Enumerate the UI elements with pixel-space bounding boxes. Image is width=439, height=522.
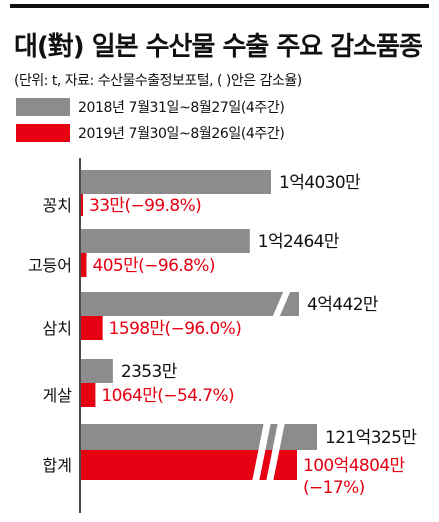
value-label-2019: 100억4804만: [303, 456, 406, 476]
value-label-2018: 1억4030만: [279, 173, 361, 193]
value-label-2018: 2353만: [121, 362, 178, 382]
bar-2019: [81, 253, 87, 277]
category-label: 합계: [43, 456, 72, 475]
value-label-2019: 33만(−99.8%): [89, 196, 201, 216]
legend-item-2018: 2018년 7월31일~8월27일(4주간): [16, 98, 285, 116]
top-rule: [10, 4, 429, 8]
chart-title: 대(對) 일본 수산물 수출 주요 감소품종: [14, 32, 423, 62]
value-label-2018: 1억2464만: [258, 232, 340, 252]
bar-2019: [81, 316, 103, 340]
category-label: 꽁치: [43, 196, 72, 215]
bar-2018: [81, 292, 299, 316]
legend-swatch-2019: [16, 124, 70, 142]
axis-break-mark: [266, 422, 285, 482]
value-label-2018: 4억442만: [307, 295, 379, 315]
legend-label-2018: 2018년 7월31일~8월27일(4주간): [78, 100, 285, 116]
bar-2018: [81, 359, 113, 383]
legend-item-2019: 2019년 7월30일~8월26일(4주간): [16, 124, 285, 142]
value-label-2019: 1064만(−54.7%): [101, 386, 234, 406]
category-label: 삼치: [43, 319, 72, 338]
chart-subtitle: (단위: t, 자료: 수산물수출정보포털, ( )안은 감소율): [14, 73, 302, 89]
category-label: 고등어: [28, 256, 72, 275]
bar-2018: [81, 229, 250, 253]
bar-2019: [81, 450, 297, 480]
axis-break-mark: [272, 290, 291, 318]
bar-2018: [81, 170, 271, 194]
value-label-2019: 1598만(−96.0%): [109, 319, 242, 339]
axis-break-mark: [252, 422, 271, 482]
bar-2019: [81, 194, 83, 216]
legend-label-2019: 2019년 7월30일~8월26일(4주간): [78, 126, 285, 142]
value-label-2019-change: (−17%): [303, 478, 365, 498]
legend-swatch-2018: [16, 98, 70, 116]
value-label-2019: 405만(−96.8%): [92, 256, 214, 276]
category-label: 게살: [43, 386, 73, 405]
value-label-2018: 121억325만: [325, 428, 417, 448]
bar-2019: [81, 383, 96, 407]
